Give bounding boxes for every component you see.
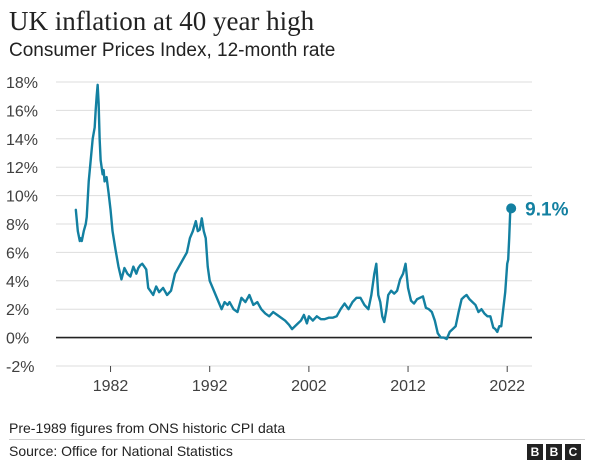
latest-value-point	[506, 203, 517, 214]
footer-divider	[9, 439, 585, 440]
y-tick-label: 12%	[6, 160, 38, 177]
series-line-0	[74, 83, 513, 341]
bbc-logo: B B C	[527, 444, 581, 460]
y-tick-label: 0%	[6, 331, 29, 348]
y-tick-label: 10%	[6, 189, 38, 206]
chart-footnote: Pre-1989 figures from ONS historic CPI d…	[9, 420, 286, 436]
x-tick-label: 2022	[489, 378, 525, 395]
inflation-line-chart: 18% 16% 14% 12% 10% 8% 6% 4% 2% 0% -2% 1982 1992 2002…	[6, 75, 569, 395]
logo-letter-b1: B	[527, 444, 543, 460]
x-tick-label: 2012	[390, 378, 426, 395]
y-tick-label: 18%	[6, 75, 38, 92]
y-tick-label: 14%	[6, 132, 38, 149]
y-tick-label: 4%	[6, 274, 29, 291]
y-tick-label: 16%	[6, 103, 38, 120]
y-tick-label: 6%	[6, 245, 29, 262]
x-tick-label: 1992	[192, 378, 228, 395]
y-tick-label: -2%	[6, 359, 34, 376]
y-tick-label: 8%	[6, 217, 29, 234]
chart-subtitle: Consumer Prices Index, 12-month rate	[9, 40, 336, 61]
logo-letter-c: C	[565, 444, 581, 460]
x-tick-label: 1982	[93, 378, 129, 395]
chart-title: UK inflation at 40 year high	[9, 6, 315, 36]
x-tick-label: 2002	[291, 378, 327, 395]
chart-source: Source: Office for National Statistics	[9, 443, 233, 459]
y-tick-label: 2%	[6, 302, 29, 319]
logo-letter-b2: B	[546, 444, 562, 460]
latest-value-label: 9.1%	[525, 199, 568, 220]
